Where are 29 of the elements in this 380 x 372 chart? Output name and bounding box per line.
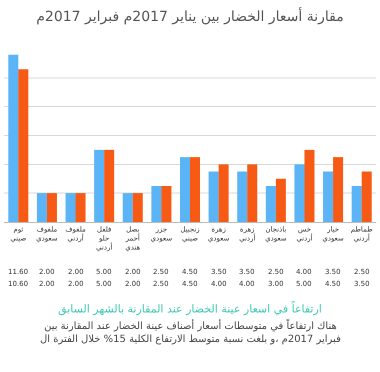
bar xyxy=(180,157,190,222)
text: ارتفاعاً في اسعار عينة الخضار عند المقارنة بالشهر السابق xyxy=(58,300,322,316)
bar xyxy=(352,186,362,222)
chart-title: مقارنة أسعار الخضار بين يناير 2017م فبراير 2017م xyxy=(36,6,344,25)
bar xyxy=(304,150,314,222)
bar xyxy=(151,186,162,222)
bar xyxy=(218,164,229,222)
bar xyxy=(190,157,200,222)
bar xyxy=(36,193,47,222)
bar xyxy=(294,164,304,222)
bar xyxy=(132,193,143,222)
text: هناك ارتفاعاً في متوسطات أسعار أصناف عينة الخضار عند المقارنة بين فبراير 2017م ،و بلغت نسبة متوسط الارتفاع الكلية 15% خلال الفترة ال xyxy=(40,318,342,346)
bar xyxy=(66,193,76,222)
bar xyxy=(18,69,28,222)
bar xyxy=(161,186,172,222)
bar xyxy=(333,157,344,222)
bar xyxy=(46,193,57,222)
bar xyxy=(104,150,114,222)
bar xyxy=(276,178,286,222)
bar xyxy=(208,172,219,222)
bar xyxy=(323,172,334,222)
bar xyxy=(362,172,372,222)
bar xyxy=(237,172,248,222)
bar xyxy=(122,193,133,222)
bar xyxy=(247,164,258,222)
bar xyxy=(76,193,86,222)
bar xyxy=(266,186,276,222)
bar xyxy=(94,150,104,222)
bar xyxy=(8,54,18,222)
